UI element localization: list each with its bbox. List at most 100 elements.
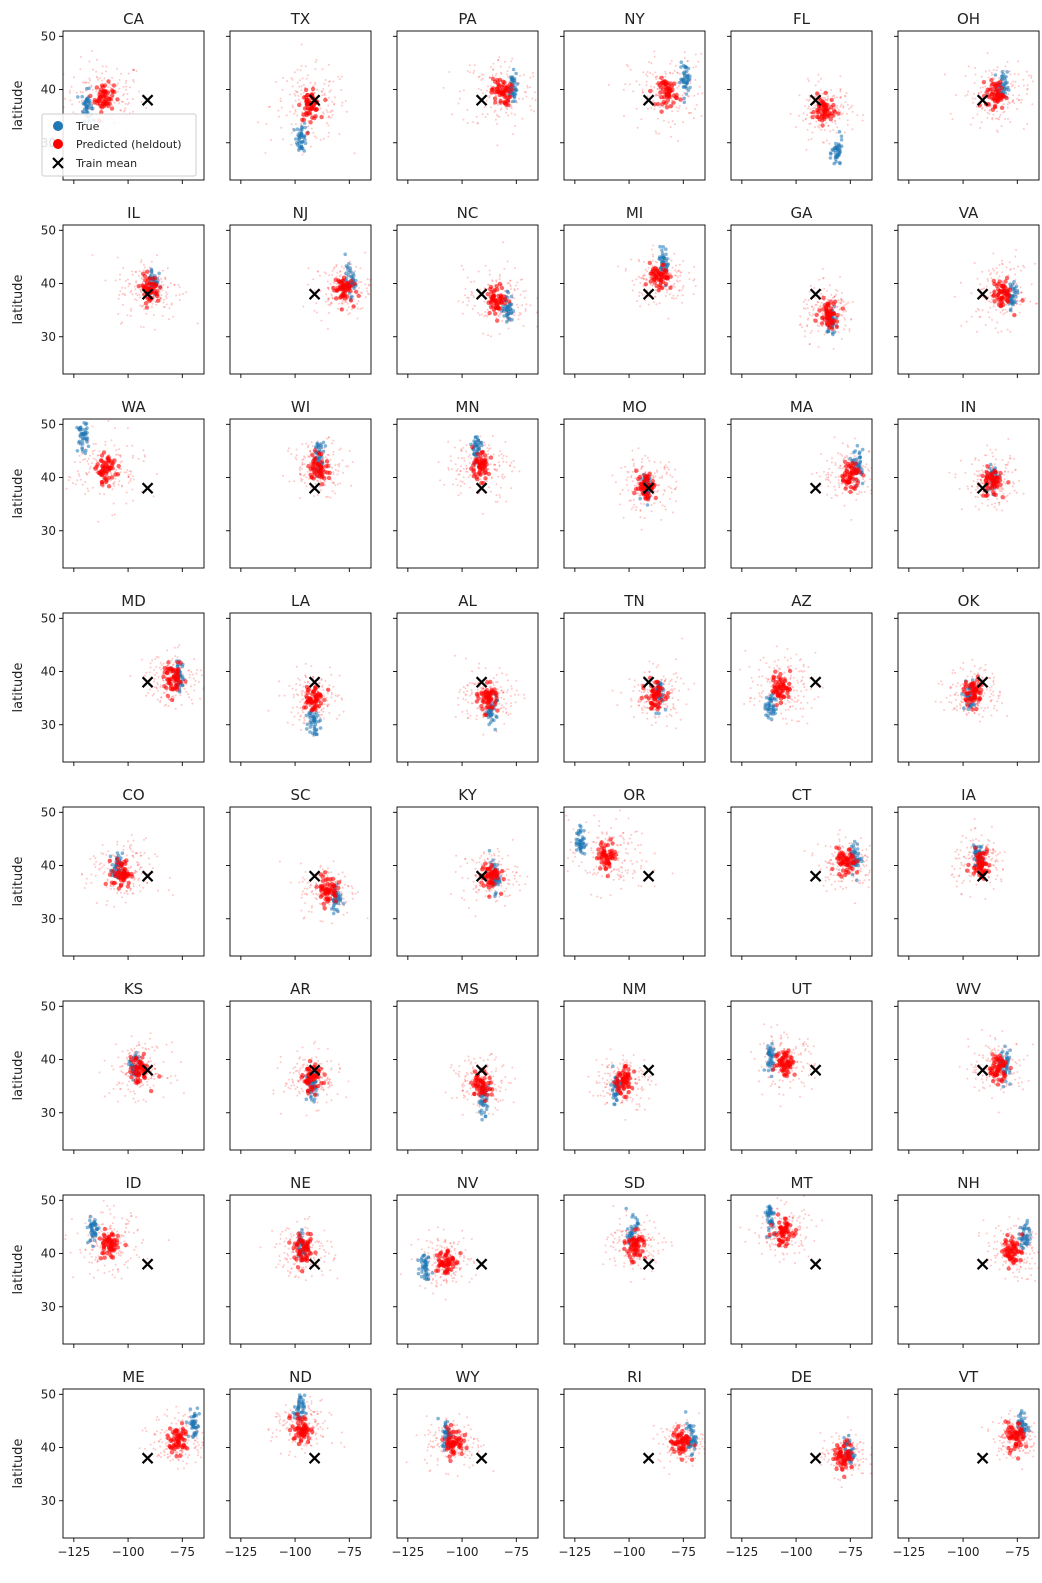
pred-core-point xyxy=(992,289,997,294)
pred-point xyxy=(644,471,647,474)
pred-core-point xyxy=(823,90,828,96)
pred-point xyxy=(309,451,312,453)
pred-point xyxy=(839,75,842,78)
pred-point xyxy=(290,143,293,146)
pred-point xyxy=(664,295,667,297)
pred-point xyxy=(297,95,300,97)
pred-point xyxy=(488,96,491,99)
pred-point xyxy=(135,299,138,302)
pred-point xyxy=(811,131,814,134)
pred-point xyxy=(119,273,121,276)
pred-point xyxy=(625,479,628,481)
pred-core-point xyxy=(319,114,324,120)
pred-point xyxy=(115,84,118,87)
pred-point xyxy=(823,141,826,144)
pred-point xyxy=(817,345,820,348)
pred-core-point xyxy=(99,470,104,475)
pred-core-point xyxy=(813,318,818,323)
true-point xyxy=(855,457,859,462)
pred-core-point xyxy=(814,312,819,318)
pred-point xyxy=(845,112,848,115)
pred-point xyxy=(1012,99,1015,102)
pred-point xyxy=(1017,73,1020,76)
pred-core-point xyxy=(644,475,649,481)
pred-core-point xyxy=(842,471,848,476)
pred-point xyxy=(809,111,812,114)
pred-point xyxy=(987,269,990,272)
pred-point xyxy=(455,478,458,481)
pred-core-point xyxy=(470,444,475,450)
true-point xyxy=(87,98,92,103)
pred-point xyxy=(804,298,807,301)
pred-point xyxy=(695,103,698,106)
pred-point xyxy=(828,467,831,470)
pred-point xyxy=(1017,99,1020,101)
pred-point xyxy=(142,460,145,463)
pred-core-point xyxy=(663,281,669,287)
true-point xyxy=(350,294,354,299)
pred-point xyxy=(308,456,311,459)
pred-point xyxy=(173,283,176,286)
pred-point xyxy=(669,71,671,74)
true-point xyxy=(1000,74,1005,79)
pred-point xyxy=(139,296,142,299)
pred-point xyxy=(631,289,634,292)
pred-core-point xyxy=(660,262,665,268)
pred-point xyxy=(164,277,167,280)
pred-point xyxy=(450,459,453,462)
pred-point xyxy=(125,85,128,88)
pred-point xyxy=(863,480,866,483)
pred-point xyxy=(492,62,495,65)
pred-core-point xyxy=(648,88,653,94)
pred-core-point xyxy=(848,489,853,495)
pred-point xyxy=(686,60,689,63)
pred-point xyxy=(129,478,132,480)
pred-core-point xyxy=(991,292,997,298)
pred-point xyxy=(821,92,824,95)
pred-point xyxy=(839,453,842,456)
pred-point xyxy=(328,311,331,314)
pred-core-point xyxy=(492,96,498,101)
pred-point xyxy=(1002,103,1005,106)
pred-point xyxy=(295,448,298,451)
pred-point xyxy=(837,299,840,301)
pred-point xyxy=(1016,300,1019,303)
pred-point xyxy=(1015,491,1018,494)
pred-point xyxy=(619,493,622,495)
pred-point xyxy=(136,294,139,297)
pred-point xyxy=(499,108,502,111)
pred-point xyxy=(160,277,163,280)
pred-point xyxy=(829,474,832,477)
pred-core-point xyxy=(336,278,341,283)
pred-point xyxy=(345,110,348,113)
pred-point xyxy=(86,460,89,463)
pred-point xyxy=(839,96,842,99)
pred-point xyxy=(953,295,956,298)
pred-point xyxy=(67,479,70,482)
pred-point xyxy=(126,103,129,106)
pred-core-point xyxy=(993,88,998,94)
pred-point xyxy=(470,290,473,293)
pred-point xyxy=(282,138,285,141)
pred-point xyxy=(635,278,638,281)
pred-point xyxy=(298,467,301,470)
pred-point xyxy=(299,497,302,500)
pred-point xyxy=(651,73,654,76)
pred-point xyxy=(304,456,307,459)
pred-point xyxy=(312,132,315,134)
pred-core-point xyxy=(313,462,318,467)
true-point xyxy=(472,452,477,457)
pred-point xyxy=(137,457,140,460)
pred-point xyxy=(299,101,302,104)
pred-point xyxy=(999,490,1001,492)
pred-point xyxy=(670,59,673,62)
pred-point xyxy=(866,485,869,488)
pred-point xyxy=(302,458,305,461)
pred-point xyxy=(130,307,133,310)
true-point xyxy=(1005,70,1010,74)
pred-point xyxy=(632,498,635,501)
pred-point xyxy=(812,309,815,312)
pred-point xyxy=(842,105,845,108)
pred-point xyxy=(328,274,331,277)
pred-point xyxy=(833,96,836,99)
